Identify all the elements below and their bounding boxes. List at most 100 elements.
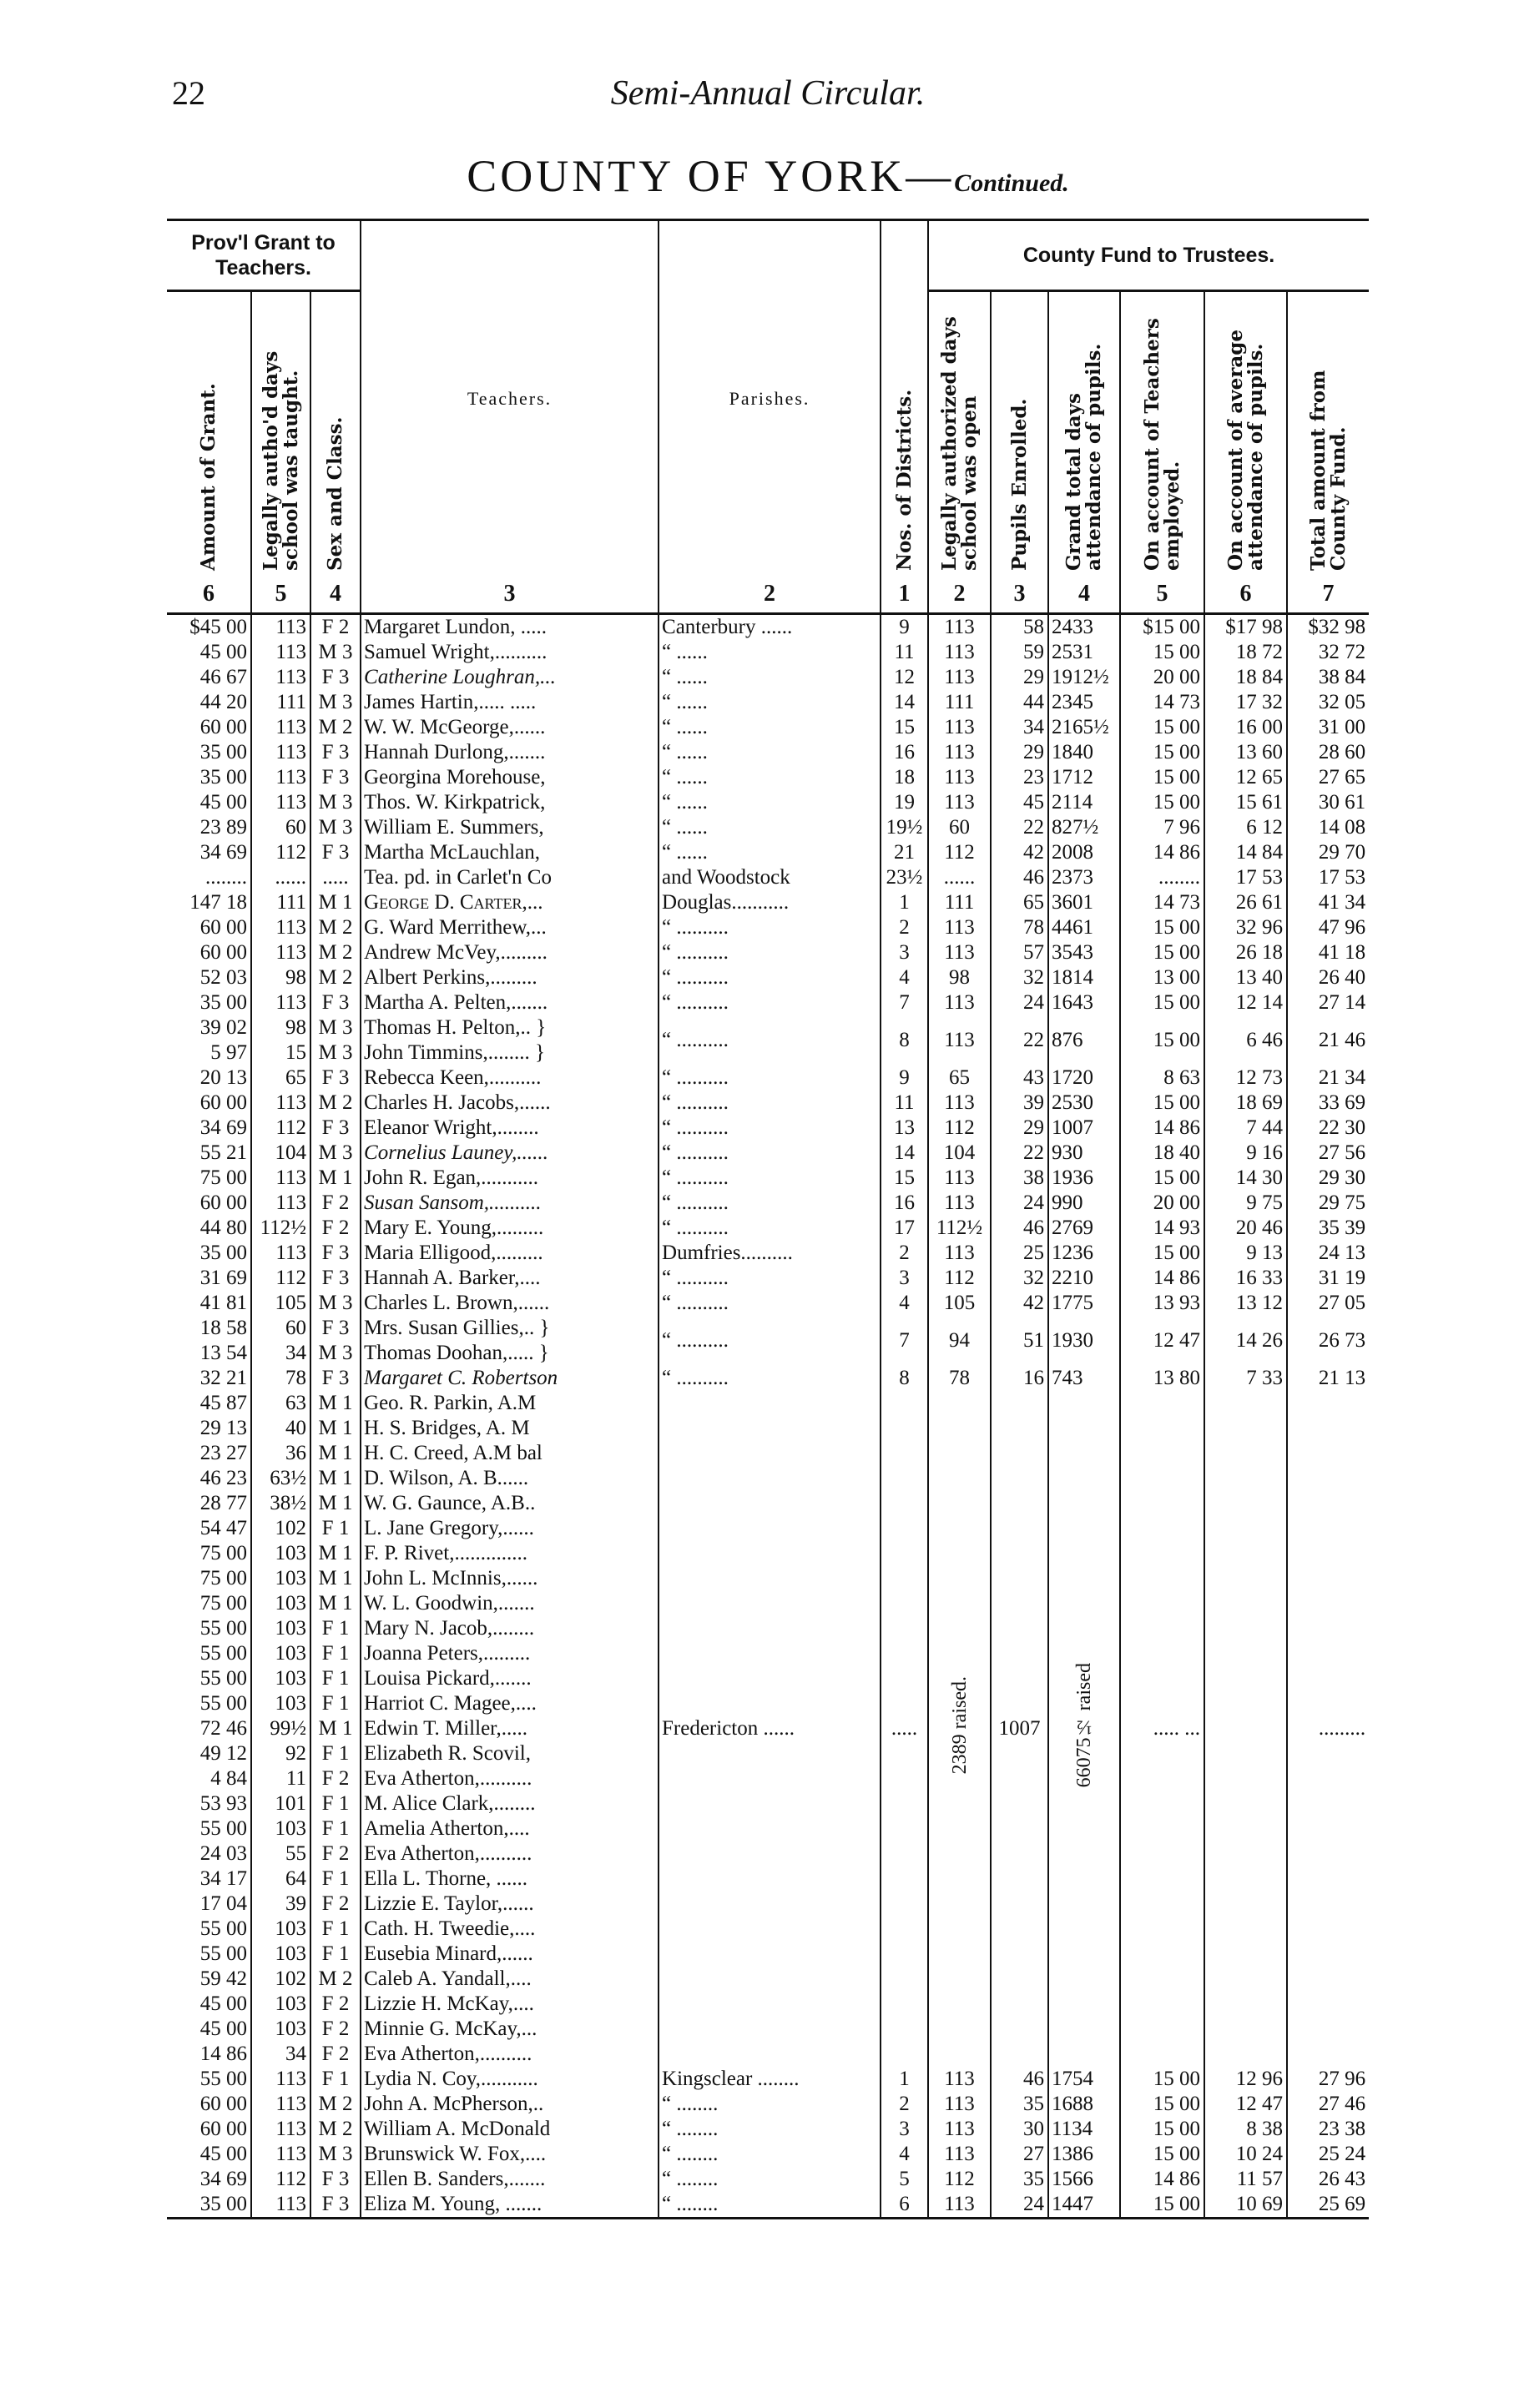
days-taught: 103 <box>250 2017 310 2042</box>
header-on-account-attendance: On account of average attendance of pupi… <box>1204 290 1288 576</box>
table-row: 45 00 113 M 3 Samuel Wright,.......... “ ...… <box>167 640 1370 665</box>
amount-of-grant: 60 00 <box>199 916 247 939</box>
total-from-county-fund: 25 24 <box>1286 2142 1370 2167</box>
teacher-name: Geo. R. Parkin, A.M <box>360 1391 659 1416</box>
total-from-county-fund: 17 53 <box>1286 865 1370 890</box>
table-row: 60 00 113 M 2 Charles H. Jacobs,...... “ ...… <box>167 1091 1370 1116</box>
teacher-name: Charles H. Jacobs,...... <box>360 1091 659 1116</box>
table-row: 72 46 99½ M 1 Edwin T. Miller,..... <box>167 1716 1369 1741</box>
table-row: 52 03 98 M 2 Albert Perkins,......... “ ....… <box>167 965 1370 990</box>
days-open: 113 <box>927 2117 992 2142</box>
amount-of-grant: 23 27 <box>199 1442 247 1464</box>
total-from-county-fund: 29 70 <box>1286 840 1370 865</box>
amount-of-grant: 35 00 <box>199 2193 247 2215</box>
district-number: 2 <box>880 1241 929 1266</box>
teacher-name: William A. McDonald <box>360 2117 659 2142</box>
pupils-enrolled: 35 <box>990 2092 1049 2117</box>
table-row: 55 00 103 F 1 Harriot C. Magee,.... <box>167 1691 1369 1716</box>
amount-of-grant: 44 80 <box>199 1217 247 1239</box>
total-from-county-fund: 22 30 <box>1286 1116 1370 1141</box>
table-row: 46 23 63½ M 1 D. Wilson, A. B...... <box>167 1466 1369 1491</box>
days-taught: 113 <box>250 613 310 640</box>
days-open: 113 <box>927 2067 992 2092</box>
days-open: 113 <box>927 640 992 665</box>
parish: “ ...... <box>658 840 881 865</box>
on-account-attendance: 13 12 <box>1204 1291 1288 1316</box>
on-account-attendance: 14 26 <box>1204 1316 1288 1366</box>
sex-and-class: F 2 <box>309 1766 361 1791</box>
table-row: 29 13 40 M 1 H. S. Bridges, A. M <box>167 1416 1369 1441</box>
sex-and-class: F 2 <box>309 2017 361 2042</box>
amount-of-grant: 17 04 <box>199 1892 247 1915</box>
days-taught: 113 <box>250 2142 310 2167</box>
parish: “ .......... <box>658 1291 881 1316</box>
amount-of-grant: 54 47 <box>199 1517 247 1539</box>
column-number: 2 <box>658 576 881 615</box>
days-taught: 103 <box>250 1666 310 1691</box>
days-open: 111 <box>927 890 992 915</box>
amount-of-grant: 23 89 <box>199 816 247 839</box>
parish: “ ........ <box>658 2117 881 2142</box>
days-taught: 113 <box>250 715 310 740</box>
amount-of-grant: 72 46 <box>199 1717 247 1740</box>
amount-of-grant: 55 00 <box>199 1642 247 1665</box>
teacher-name: Lizzie E. Taylor,...... <box>360 1892 659 1917</box>
pupils-enrolled: 32 <box>990 965 1049 990</box>
district-number: 9 <box>880 613 929 640</box>
days-open: 113 <box>927 940 992 965</box>
pupils-enrolled: 24 <box>990 1191 1049 1216</box>
table-row: 45 00 113 M 3 Thos. W. Kirkpatrick, “ ......… <box>167 790 1370 815</box>
days-open: 111 <box>927 690 992 715</box>
parish: “ .......... <box>658 940 881 965</box>
table-row: 46 67 113 F 3 Catherine Loughran,... “ .....… <box>167 665 1370 690</box>
district-number: 21 <box>880 840 929 865</box>
days-taught: 103 <box>250 1816 310 1841</box>
sex-and-class: M 2 <box>309 1967 361 1992</box>
total-from-county-fund: 31 00 <box>1286 715 1370 740</box>
district-number: 13 <box>880 1116 929 1141</box>
amount-of-grant: 46 67 <box>199 666 247 688</box>
amount-of-grant: 60 00 <box>199 941 247 964</box>
sex-and-class: F 3 <box>309 2192 361 2219</box>
days-taught: 111 <box>250 690 310 715</box>
days-taught: 103 <box>250 1992 310 2017</box>
teacher-name: Eva Atherton,.......... <box>360 2042 659 2067</box>
parish: Kingsclear ........ <box>658 2067 881 2092</box>
grand-total-days: 1936 <box>1047 1166 1121 1191</box>
days-taught: 102 <box>250 1516 310 1541</box>
days-taught: 105 <box>250 1291 310 1316</box>
teacher-name: Cornelius Launey,...... <box>360 1141 659 1166</box>
teacher-name: Albert Perkins,......... <box>360 965 659 990</box>
amount-of-grant: 28 77 <box>199 1492 247 1514</box>
parish: “ .......... <box>658 915 881 940</box>
days-taught: 113 <box>250 765 310 790</box>
teacher-name: William E. Summers, <box>360 815 659 840</box>
grand-total-days: 2008 <box>1047 840 1121 865</box>
amount-of-grant: 44 20 <box>199 691 247 713</box>
district-number: 16 <box>880 1191 929 1216</box>
on-account-teachers: 15 00 <box>1119 940 1205 965</box>
table-row: 23 89 60 M 3 William E. Summers, “ ...... 19½… <box>167 815 1370 840</box>
grand-total-days: 1134 <box>1047 2117 1121 2142</box>
days-taught: 34 <box>250 1341 310 1366</box>
days-taught: 113 <box>250 1241 310 1266</box>
district-number: 5 <box>880 2167 929 2192</box>
table-row: 41 81 105 M 3 Charles L. Brown,...... “ ....… <box>167 1291 1370 1316</box>
days-taught: 11 <box>250 1766 310 1791</box>
on-account-teachers: 13 00 <box>1119 965 1205 990</box>
sex-and-class: F 2 <box>309 1841 361 1866</box>
parish: “ ...... <box>658 715 881 740</box>
amount-of-grant: 45 00 <box>199 2143 247 2165</box>
table-row: 54 47 102 F 1 L. Jane Gregory,...... <box>167 1516 1369 1541</box>
table-row: 147 18 111 M 1 George D. Carter,... Douglas.… <box>167 890 1370 915</box>
days-open: 2389 raised. <box>927 1391 992 2067</box>
table-row: 44 20 111 M 3 James Hartin,..... ..... “ ...… <box>167 690 1370 715</box>
amount-of-grant: 29 13 <box>199 1417 247 1439</box>
days-open: 113 <box>927 2142 992 2167</box>
sex-and-class: F 1 <box>309 1616 361 1641</box>
sex-and-class: F 3 <box>309 1065 361 1091</box>
on-account-teachers: 13 93 <box>1119 1291 1205 1316</box>
grand-total-days: 3543 <box>1047 940 1121 965</box>
pupils-enrolled: 43 <box>990 1065 1049 1091</box>
column-number: 5 <box>1119 576 1205 615</box>
